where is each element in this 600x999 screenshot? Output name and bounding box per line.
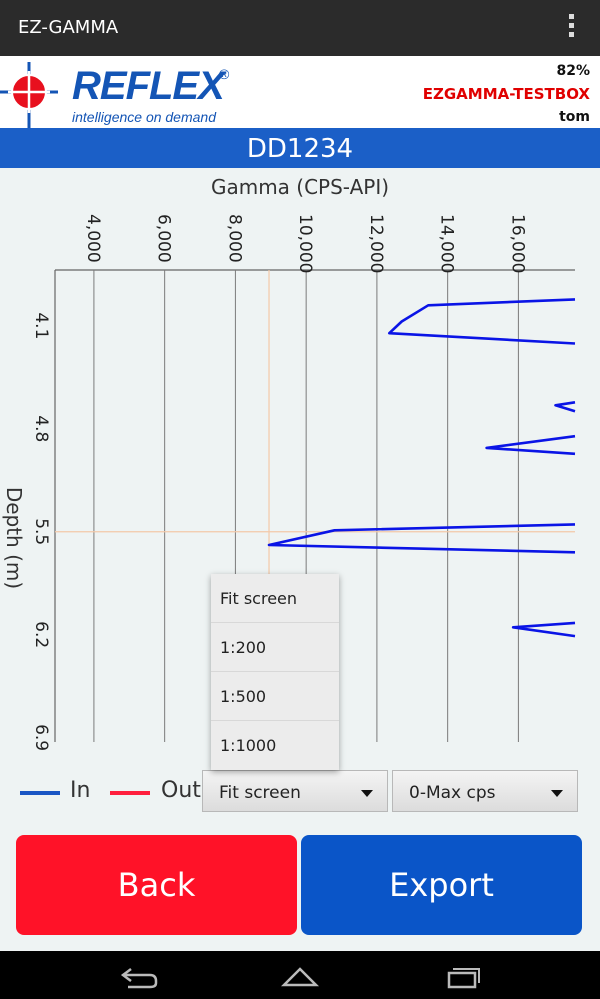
y-tick-label: 5.5 — [31, 518, 51, 545]
x-axis-ticks: 4,000 6,000 8,000 10,000 12,000 14,000 16,000 — [83, 214, 527, 273]
scale-select-value: Fit screen — [219, 783, 301, 803]
back-button[interactable]: Back — [16, 835, 297, 935]
crosshair-logo-icon — [0, 62, 58, 128]
system-nav-bar — [0, 951, 600, 999]
y-axis-label: Depth (m) — [2, 487, 26, 589]
hole-id-banner: DD1234 — [0, 128, 600, 168]
legend-out-label: Out — [161, 778, 201, 803]
x-tick-label: 14,000 — [437, 214, 457, 273]
scale-dropdown: Fit screen 1:200 1:500 1:1000 — [211, 574, 339, 770]
x-tick-label: 4,000 — [83, 214, 103, 263]
back-nav-icon[interactable] — [120, 968, 158, 989]
series-line-in — [511, 621, 576, 638]
battery-level: 82% — [556, 63, 590, 79]
registered-mark: ® — [219, 66, 230, 82]
scale-option-fit-screen[interactable]: Fit screen — [211, 574, 339, 623]
scale-option-1-500[interactable]: 1:500 — [211, 672, 339, 721]
chevron-down-icon — [361, 790, 373, 797]
y-tick-label: 4.1 — [31, 312, 51, 339]
gamma-depth-chart[interactable]: Gamma (CPS-API) Depth (m) 4,000 6,000 8,00… — [0, 168, 600, 768]
scale-select[interactable]: Fit screen — [202, 770, 388, 812]
device-name: EZGAMMA-TESTBOX — [422, 85, 590, 103]
brand-header: REFLEX ® intelligence on demand 82% EZGA… — [0, 56, 600, 128]
y-tick-label: 6.2 — [31, 621, 51, 648]
series-line-in — [387, 298, 576, 345]
gamma-traces — [267, 298, 576, 638]
x-tick-label: 6,000 — [154, 214, 174, 263]
chart-title: Gamma (CPS-API) — [211, 175, 389, 199]
range-select[interactable]: 0-Max cps — [392, 770, 578, 812]
overflow-menu-icon[interactable] — [568, 14, 576, 42]
series-line-in — [485, 434, 576, 456]
chart-grid — [54, 269, 575, 742]
chevron-down-icon — [551, 790, 563, 797]
y-axis-ticks: 4.1 4.8 5.5 6.2 6.9 — [31, 312, 51, 751]
series-line-in — [554, 401, 576, 413]
legend-in-swatch — [20, 791, 60, 795]
brand-name: REFLEX — [72, 64, 225, 108]
status-block: 82% EZGAMMA-TESTBOX tom — [423, 60, 590, 128]
series-line-in — [267, 523, 576, 554]
reflex-logo: REFLEX ® intelligence on demand — [0, 56, 240, 128]
x-tick-label: 16,000 — [507, 214, 527, 273]
x-tick-label: 8,000 — [224, 214, 244, 263]
x-tick-label: 12,000 — [366, 214, 386, 273]
brand-tagline: intelligence on demand — [72, 109, 216, 125]
app-bar: EZ-GAMMA — [0, 0, 600, 56]
legend-out-swatch — [110, 791, 150, 795]
recents-nav-icon[interactable] — [447, 968, 480, 989]
scale-option-1-200[interactable]: 1:200 — [211, 623, 339, 672]
scale-option-1-1000[interactable]: 1:1000 — [220, 736, 277, 755]
export-button[interactable]: Export — [301, 835, 582, 935]
home-nav-icon[interactable] — [280, 967, 320, 987]
app-title: EZ-GAMMA — [18, 17, 119, 38]
legend-in-label: In — [70, 778, 91, 803]
user-name: tom — [559, 109, 590, 125]
y-tick-label: 6.9 — [31, 724, 51, 751]
x-tick-label: 10,000 — [295, 214, 315, 273]
range-select-value: 0-Max cps — [409, 783, 496, 803]
y-tick-label: 4.8 — [31, 415, 51, 442]
